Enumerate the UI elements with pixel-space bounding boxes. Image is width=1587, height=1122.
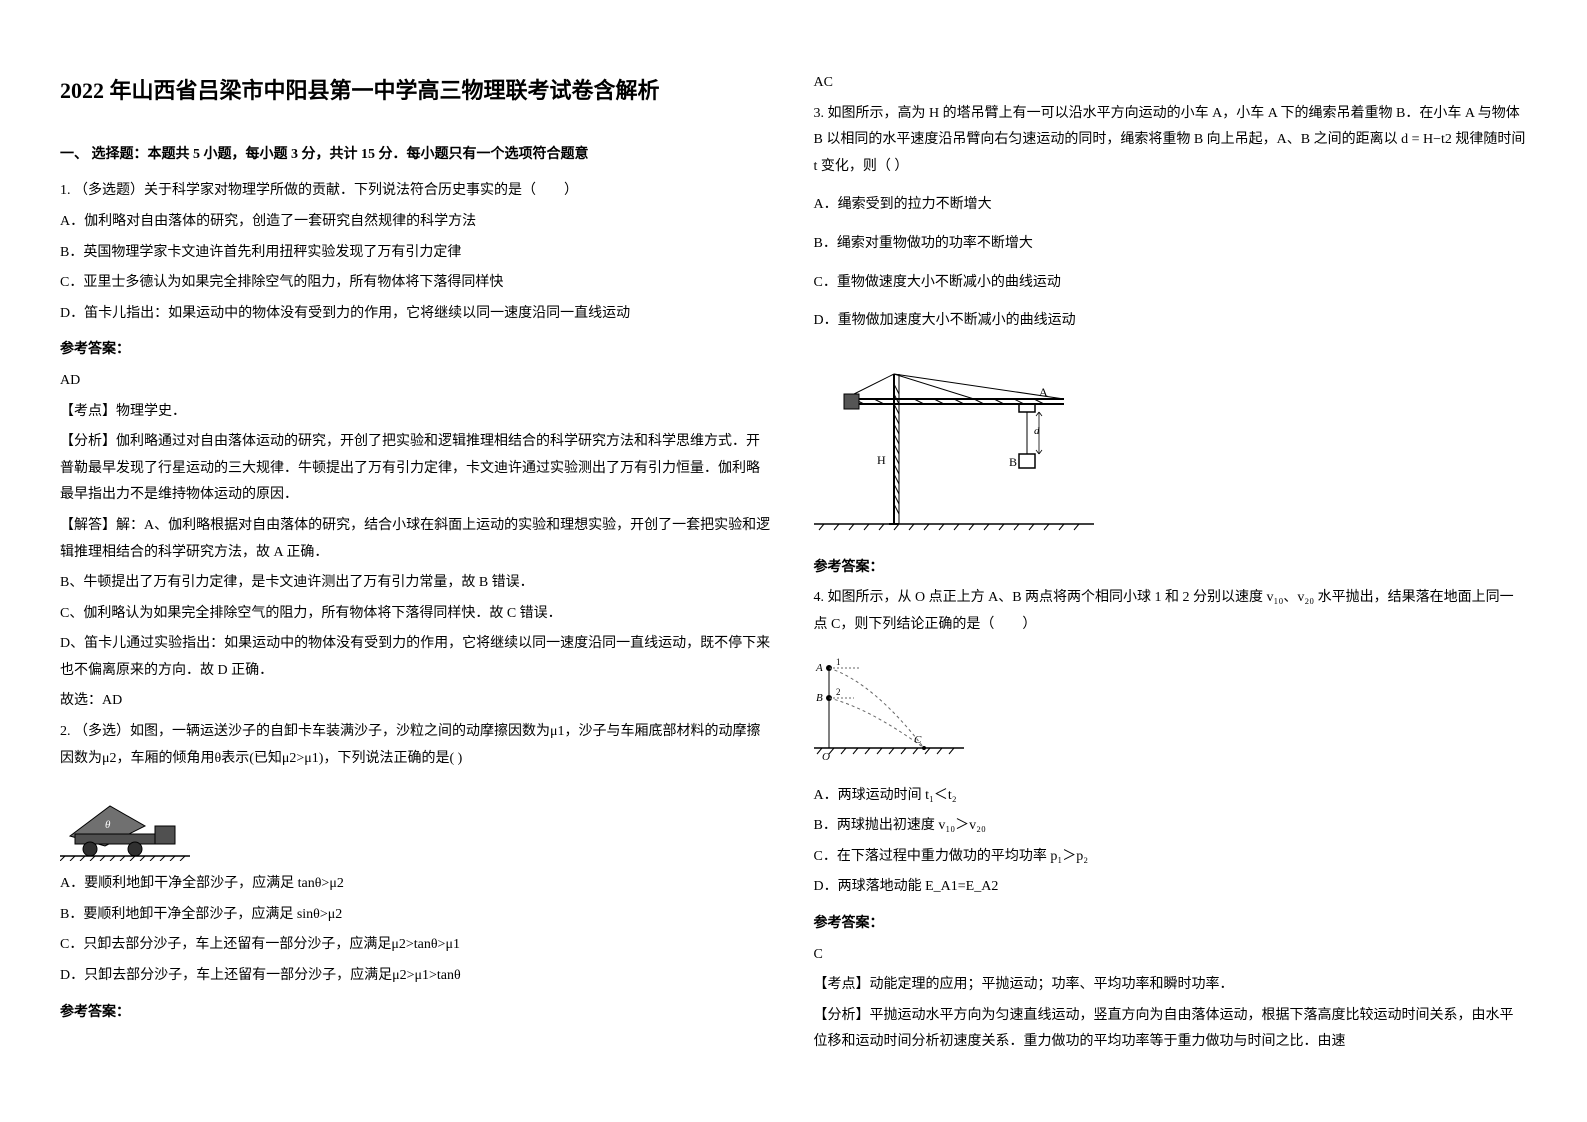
q2-option-b: B．要顺利地卸干净全部沙子，应满足 sinθ>μ2: [60, 902, 774, 929]
q1-solve-a: 【解答】解：A、伽利略根据对自由落体的研究，结合小球在斜面上运动的实验和理想实验…: [60, 513, 774, 566]
q1-answer: AD: [60, 368, 774, 395]
q3-option-a: A．绳索受到的拉力不断增大: [814, 192, 1528, 219]
q4-option-c: C．在下落过程中重力做功的平均功率 p₁＞p₂: [814, 844, 1528, 871]
section-1-header: 一、 选择题：本题共 5 小题，每小题 3 分，共计 15 分．每小题只有一个选…: [60, 142, 774, 169]
svg-text:H: H: [877, 453, 886, 467]
q4-analysis: 【分析】平抛运动水平方向为匀速直线运动，竖直方向为自由落体运动，根据下落高度比较…: [814, 1003, 1528, 1056]
q2-option-c: C．只卸去部分沙子，车上还留有一部分沙子，应满足μ2>tanθ>μ1: [60, 932, 774, 959]
q1-conclusion: 故选：AD: [60, 688, 774, 715]
svg-text:B: B: [1009, 455, 1017, 469]
q3-option-d: D．重物做加速度大小不断减小的曲线运动: [814, 308, 1528, 335]
q1-solve-b: B、牛顿提出了万有引力定律，是卡文迪许测出了万有引力常量，故 B 错误．: [60, 570, 774, 597]
q1-point: 【考点】物理学史．: [60, 399, 774, 426]
q3-option-b: B．绳索对重物做功的功率不断增大: [814, 231, 1528, 258]
q2-option-a: A．要顺利地卸干净全部沙子，应满足 tanθ>μ2: [60, 871, 774, 898]
right-column: AC 3. 如图所示，高为 H 的塔吊臂上有一可以沿水平方向运动的小车 A，小车…: [814, 40, 1528, 1082]
q1-stem: 1. （多选题）关于科学家对物理学所做的贡献．下列说法符合历史事实的是（ ）: [60, 178, 774, 205]
q4-answer-label: 参考答案：: [814, 911, 1528, 938]
q1-option-a: A．伽利略对自由落体的研究，创造了一套研究自然规律的科学方法: [60, 209, 774, 236]
q2-answer-label: 参考答案：: [60, 1000, 774, 1027]
q1-solve-d: D、笛卡儿通过实验指出：如果运动中的物体没有受到力的作用，它将继续以同一速度沿同…: [60, 631, 774, 684]
svg-text:A: A: [1039, 385, 1048, 399]
q2-stem: 2. （多选）如图，一辆运送沙子的自卸卡车装满沙子，沙粒之间的动摩擦因数为μ1，…: [60, 719, 774, 772]
q2-answer: AC: [814, 70, 1528, 97]
q4-stem: 4. 如图所示，从 O 点正上方 A、B 两点将两个相同小球 1 和 2 分别以…: [814, 585, 1528, 638]
q3-stem: 3. 如图所示，高为 H 的塔吊臂上有一可以沿水平方向运动的小车 A，小车 A …: [814, 101, 1528, 181]
q1-option-d: D．笛卡儿指出：如果运动中的物体没有受到力的作用，它将继续以同一速度沿同一直线运…: [60, 301, 774, 328]
q1-answer-label: 参考答案：: [60, 337, 774, 364]
q4-option-a: A．两球运动时间 t₁＜t₂: [814, 783, 1528, 810]
q3-answer-label: 参考答案：: [814, 555, 1528, 582]
q1-solve-c: C、伽利略认为如果完全排除空气的阻力，所有物体将下落得同样快．故 C 错误．: [60, 601, 774, 628]
q2-option-d: D．只卸去部分沙子，车上还留有一部分沙子，应满足μ2>μ1>tanθ: [60, 963, 774, 990]
q1-option-b: B．英国物理学家卡文迪许首先利用扭秤实验发现了万有引力定律: [60, 240, 774, 267]
crane-figure: A d B H: [814, 354, 1528, 534]
q4-point: 【考点】动能定理的应用；平抛运动；功率、平均功率和瞬时功率．: [814, 972, 1528, 999]
svg-text:1: 1: [836, 657, 841, 667]
left-column: 2022 年山西省吕梁市中阳县第一中学高三物理联考试卷含解析 一、 选择题：本题…: [60, 40, 774, 1082]
projectile-figure: A 1 B 2 C O: [814, 653, 1528, 773]
svg-text:θ: θ: [105, 819, 111, 831]
exam-title: 2022 年山西省吕梁市中阳县第一中学高三物理联考试卷含解析: [60, 70, 774, 112]
q4-option-b: B．两球抛出初速度 v₁₀＞v₂₀: [814, 813, 1528, 840]
svg-text:C: C: [914, 734, 922, 746]
truck-figure: θ: [60, 786, 774, 861]
svg-text:A: A: [815, 662, 823, 674]
svg-text:B: B: [816, 692, 823, 704]
svg-text:O: O: [822, 751, 830, 763]
q4-option-d: D．两球落地动能 E_A1=E_A2: [814, 874, 1528, 901]
svg-text:2: 2: [836, 687, 841, 697]
q3-option-c: C．重物做速度大小不断减小的曲线运动: [814, 270, 1528, 297]
q1-option-c: C．亚里士多德认为如果完全排除空气的阻力，所有物体将下落得同样快: [60, 270, 774, 297]
q4-answer: C: [814, 942, 1528, 969]
q1-analysis: 【分析】伽利略通过对自由落体运动的研究，开创了把实验和逻辑推理相结合的科学研究方…: [60, 429, 774, 509]
